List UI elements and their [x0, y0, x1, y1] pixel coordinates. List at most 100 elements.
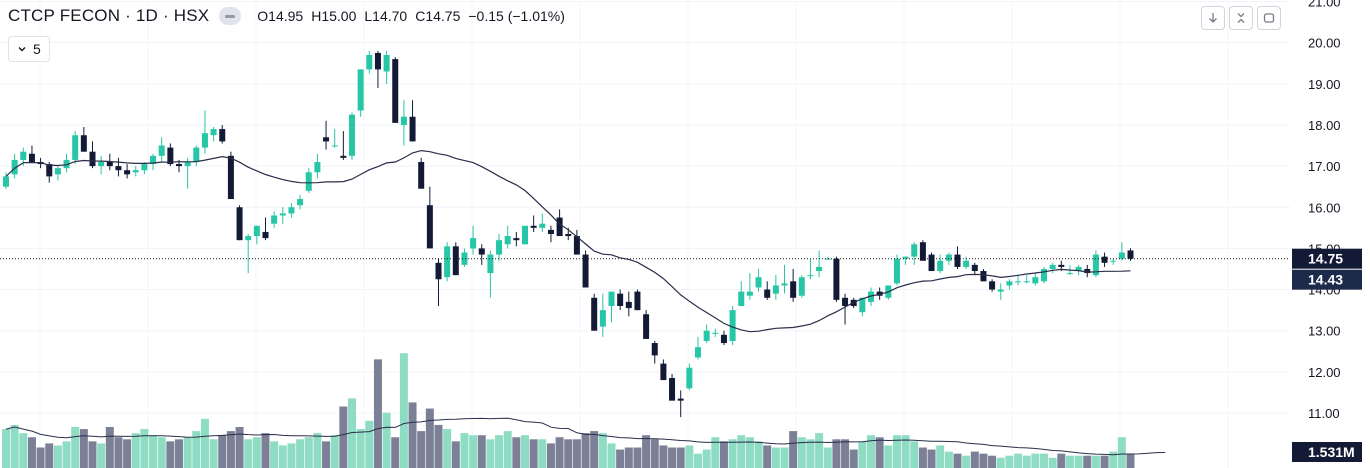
ohlc-values: O14.95 H15.00 L14.70 C14.75 −0.15 (−1.01… [257, 8, 565, 24]
price-axis[interactable]: 11.0012.0013.0014.0015.0016.0017.0018.00… [1290, 0, 1370, 468]
symbol-title[interactable]: CTCP FECON · 1D · HSX [8, 6, 210, 25]
candle [297, 194, 304, 210]
candle-body [1058, 264, 1065, 267]
volume-bar [1109, 451, 1118, 468]
chart-legend: CTCP FECON · 1D · HSX O14.95 H15.00 L14.… [8, 6, 565, 26]
candle-body [608, 291, 615, 307]
candle [669, 373, 676, 401]
candle [729, 306, 736, 346]
candle [80, 127, 87, 152]
low-value: L14.70 [364, 8, 408, 24]
volume-bar [849, 449, 858, 468]
volume-bar [460, 433, 469, 468]
volume-bar [71, 427, 80, 468]
candle [392, 57, 399, 123]
volume-bar [1040, 453, 1048, 468]
volume-bar [62, 441, 71, 468]
candle-body [435, 262, 442, 280]
candle-body [712, 332, 719, 334]
volume-bar [771, 447, 780, 468]
volume-bar [633, 447, 642, 468]
candle-body [1075, 266, 1082, 272]
candle [1084, 264, 1091, 278]
price-tick-label: 13.00 [1308, 324, 1341, 339]
candle [262, 217, 269, 241]
candle [599, 293, 606, 337]
candle [1041, 266, 1047, 284]
candle-body [816, 266, 823, 272]
candle [1023, 275, 1030, 284]
volume-bar [244, 439, 253, 468]
candle [323, 120, 330, 150]
candle-body [210, 129, 217, 136]
candle-body [262, 231, 269, 239]
volume-bar [650, 439, 659, 468]
volume-bar [261, 433, 270, 468]
candle-body [11, 159, 18, 175]
candle [158, 137, 165, 162]
chart-toolbar [1201, 6, 1281, 30]
candle [184, 157, 191, 189]
maximize-icon[interactable] [1257, 6, 1281, 30]
volume-bar [546, 443, 555, 468]
candle-body [271, 215, 278, 224]
price-tick-label: 19.00 [1308, 77, 1341, 92]
candle-body [392, 59, 399, 123]
candle-body [340, 155, 347, 158]
volume-bar [270, 441, 279, 468]
candle [868, 287, 874, 307]
volume-bar [823, 447, 832, 468]
candle-body [1110, 260, 1117, 262]
candle [383, 50, 390, 84]
legend-toggle-icon[interactable] [219, 7, 242, 25]
candle [141, 161, 148, 175]
candle [513, 231, 520, 247]
candle-body [573, 236, 580, 255]
candle-body [720, 334, 727, 344]
arrow-down-icon[interactable] [1201, 6, 1225, 30]
volume-bar [27, 437, 36, 468]
candle [305, 168, 312, 193]
volume-bar [304, 437, 313, 468]
volume-bar [183, 437, 192, 468]
volume-bar [521, 435, 529, 468]
candle [314, 153, 321, 179]
volume-bar [875, 437, 884, 468]
candle-body [556, 217, 563, 237]
candle [798, 275, 805, 298]
candle [124, 164, 131, 179]
candle-body [349, 114, 355, 156]
volume-bar [979, 453, 988, 468]
volume-bar [858, 441, 867, 468]
candle [193, 145, 200, 167]
volume-bar [235, 427, 244, 468]
volume-bar [944, 451, 953, 468]
candle-body [790, 281, 797, 298]
axis-background [1290, 0, 1370, 468]
volume-bar [434, 424, 443, 468]
candle-body [28, 153, 35, 162]
volume-bar [1005, 455, 1014, 468]
candle [288, 203, 295, 218]
volume-bar [79, 429, 88, 468]
candle-body [176, 164, 182, 167]
volume-bar [45, 443, 54, 468]
collapse-icon[interactable] [1229, 6, 1253, 30]
volume-bar [832, 439, 841, 468]
indicator-toggle-button[interactable]: 5 [8, 36, 50, 62]
candle-body [634, 291, 641, 311]
candle-body [426, 205, 433, 249]
candle-body [651, 343, 658, 356]
high-value: H15.00 [311, 8, 357, 24]
candle-body [496, 240, 503, 255]
candle-body [599, 310, 606, 327]
candle-body [288, 207, 295, 214]
candle-body [591, 297, 598, 331]
candle-body [738, 291, 745, 307]
candle-body [106, 161, 113, 167]
candle [522, 225, 528, 245]
volume-bar [711, 437, 720, 468]
volume-bar [884, 445, 893, 468]
volume-bar [892, 435, 901, 468]
